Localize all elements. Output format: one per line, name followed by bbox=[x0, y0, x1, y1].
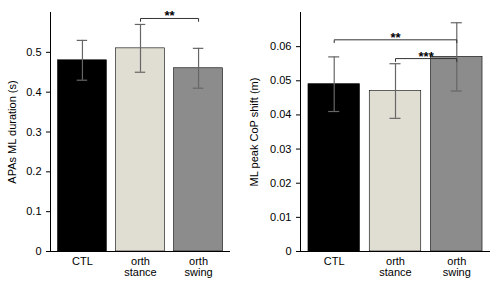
svg-text:***: *** bbox=[419, 49, 435, 64]
svg-text:0.2: 0.2 bbox=[26, 165, 41, 177]
svg-text:0: 0 bbox=[285, 245, 291, 257]
svg-text:0.01: 0.01 bbox=[270, 211, 291, 223]
svg-text:0.06: 0.06 bbox=[270, 40, 291, 52]
svg-text:CTL: CTL bbox=[72, 255, 93, 267]
svg-text:APAs ML duration (s): APAs ML duration (s) bbox=[6, 80, 18, 183]
svg-text:orthstance: orthstance bbox=[379, 255, 411, 278]
svg-text:0.02: 0.02 bbox=[270, 177, 291, 189]
svg-text:**: ** bbox=[390, 30, 401, 45]
svg-text:0: 0 bbox=[35, 245, 41, 257]
svg-text:0.03: 0.03 bbox=[270, 143, 291, 155]
svg-text:0.04: 0.04 bbox=[270, 108, 291, 120]
svg-text:0.3: 0.3 bbox=[26, 126, 41, 138]
svg-text:CTL: CTL bbox=[324, 255, 345, 267]
svg-text:orthstance: orthstance bbox=[124, 255, 156, 278]
svg-text:ML peak CoP shift (m): ML peak CoP shift (m) bbox=[248, 78, 260, 187]
svg-text:0.4: 0.4 bbox=[26, 86, 41, 98]
svg-text:0.5: 0.5 bbox=[26, 46, 41, 58]
svg-text:orthswing: orthswing bbox=[443, 255, 471, 278]
svg-text:0.1: 0.1 bbox=[26, 205, 41, 217]
svg-text:0.05: 0.05 bbox=[270, 74, 291, 86]
svg-text:orthswing: orthswing bbox=[185, 255, 213, 278]
svg-text:**: ** bbox=[164, 8, 175, 23]
